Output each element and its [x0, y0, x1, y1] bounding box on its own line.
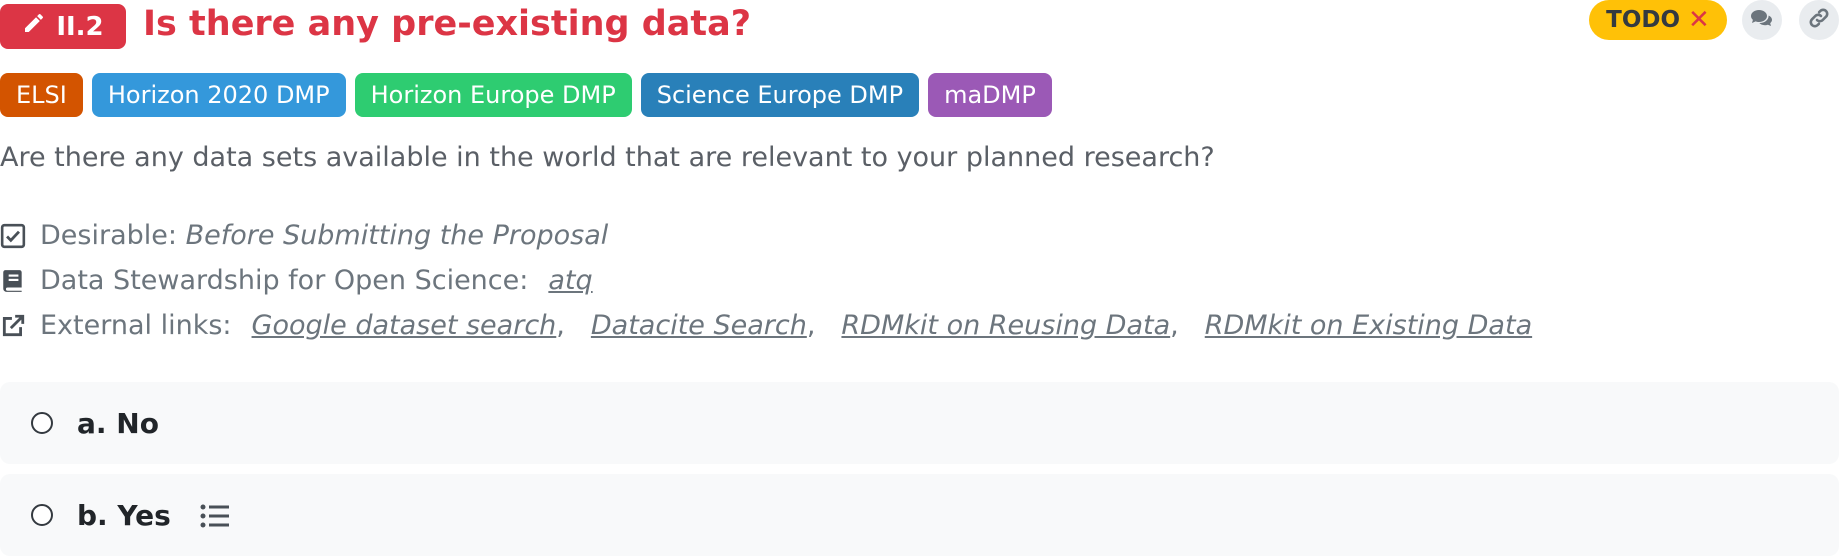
- copy-link-button[interactable]: [1799, 0, 1839, 40]
- external-link-icon: [0, 313, 26, 339]
- tag-list: ELSI Horizon 2020 DMP Horizon Europe DMP…: [0, 73, 1052, 117]
- tag-madmp: maDMP: [928, 73, 1052, 117]
- pencil-icon: [22, 11, 46, 42]
- tag-science-europe-dmp: Science Europe DMP: [640, 73, 920, 117]
- desirable-label: Desirable:: [40, 220, 177, 251]
- desirable-value: Before Submitting the Proposal: [185, 220, 609, 251]
- question-title: Is there any pre-existing data?: [143, 4, 752, 44]
- radio-button[interactable]: [31, 412, 53, 434]
- link-separator: ,: [1170, 310, 1179, 341]
- desirable-row: Desirable: Before Submitting the Proposa…: [0, 220, 608, 251]
- link-separator: ,: [806, 310, 816, 341]
- answer-option-no[interactable]: a. No: [0, 382, 1839, 464]
- external-link-google-dataset-search[interactable]: Google dataset search: [251, 310, 557, 341]
- answer-option-label: b. Yes: [77, 499, 171, 532]
- link-icon: [1807, 6, 1831, 34]
- checkbox-checked-icon: [0, 223, 26, 249]
- todo-label: TODO: [1606, 7, 1681, 33]
- book-label: Data Stewardship for Open Science:: [40, 265, 529, 296]
- radio-button[interactable]: [31, 504, 53, 526]
- comments-button[interactable]: [1742, 0, 1782, 40]
- external-link-rdmkit-existing-data[interactable]: RDMkit on Existing Data: [1204, 310, 1533, 341]
- external-links-row: External links: Google dataset search , …: [0, 310, 1532, 341]
- tag-elsi: ELSI: [0, 73, 83, 117]
- follow-up-questions-list-icon: [200, 503, 230, 529]
- tag-horizon-2020-dmp: Horizon 2020 DMP: [91, 73, 346, 117]
- question-number-badge: II.2: [0, 4, 126, 49]
- book-reference-link[interactable]: atq: [548, 265, 593, 296]
- question-description: Are there any data sets available in the…: [0, 142, 1215, 173]
- question-header: II.2 Is there any pre-existing data? TOD…: [0, 0, 1839, 50]
- external-link-datacite-search[interactable]: Datacite Search: [590, 310, 807, 341]
- remove-todo-icon[interactable]: ✕: [1688, 5, 1710, 35]
- link-separator: ,: [556, 310, 565, 341]
- answer-option-label: a. No: [77, 407, 159, 440]
- external-link-rdmkit-reusing-data[interactable]: RDMkit on Reusing Data: [841, 310, 1171, 341]
- question-number: II.2: [56, 11, 104, 42]
- comments-icon: [1750, 6, 1774, 34]
- answer-option-yes[interactable]: b. Yes: [0, 474, 1839, 556]
- book-reference-row: Data Stewardship for Open Science: atq: [0, 265, 593, 296]
- todo-badge[interactable]: TODO ✕: [1589, 0, 1727, 40]
- tag-horizon-europe-dmp: Horizon Europe DMP: [354, 73, 632, 117]
- external-links-label: External links:: [40, 310, 232, 341]
- book-icon: [0, 268, 26, 294]
